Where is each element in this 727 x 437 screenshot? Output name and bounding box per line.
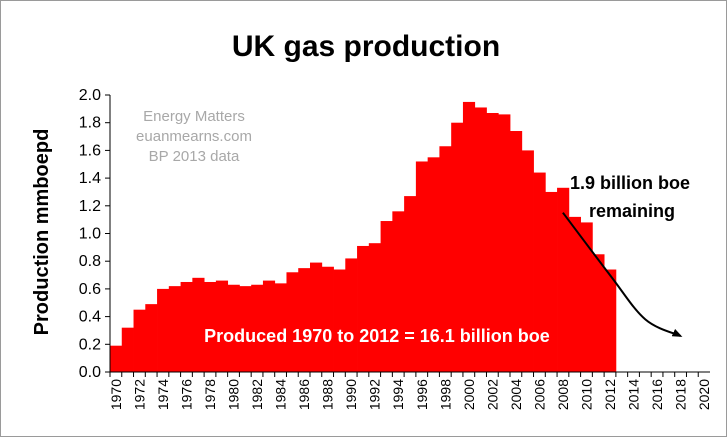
y-axis-label: Production mmboepd (31, 129, 53, 336)
decline-trend-arrow (562, 212, 683, 337)
x-tick-label: 1988 (320, 379, 336, 410)
bar-2010 (580, 222, 593, 372)
bar-1973 (145, 304, 158, 372)
x-tick-label: 1982 (249, 379, 265, 410)
x-tick-label: 2000 (461, 379, 477, 410)
bar-1985 (286, 272, 299, 372)
watermark: Energy Matters euanmearns.com BP 2013 da… (136, 108, 252, 165)
y-tick-label: 1.4 (79, 170, 101, 187)
axes (105, 94, 710, 377)
bar-2007 (545, 191, 558, 372)
y-tick-label: 1.6 (79, 142, 101, 159)
y-tick-label: 1.2 (79, 198, 101, 215)
x-tick-label: 1990 (343, 379, 359, 410)
bar-2000 (462, 101, 476, 373)
chart-title: UK gas production (232, 30, 500, 63)
bar-1971 (121, 327, 134, 372)
x-tick-label: 2016 (649, 379, 665, 410)
produced-annotation: Produced 1970 to 2012 = 16.1 billion boe (204, 326, 550, 346)
x-tick-label: 1994 (390, 379, 406, 410)
bar-1991 (357, 245, 370, 372)
x-tick-label: 1998 (437, 379, 453, 410)
remaining-annotation-line-2: remaining (589, 201, 675, 221)
y-tick-label: 1.0 (79, 226, 101, 243)
x-tick-label: 2010 (578, 379, 594, 410)
x-tick-label: 1986 (296, 379, 312, 410)
bar-1988 (321, 266, 334, 372)
watermark-line-2: euanmearns.com (136, 128, 252, 145)
x-tick-label: 1974 (155, 379, 171, 410)
bar-1990 (345, 258, 358, 372)
y-tick-label: 2.0 (79, 87, 101, 104)
bar-1997 (427, 157, 440, 372)
x-tick-labels: 1970 1972 1974 1976 1978 1980 1982 1984 1986 1988… (108, 379, 712, 410)
x-tick-label: 1992 (367, 379, 383, 410)
bar-1987 (310, 262, 323, 372)
y-tick-labels: 0.0 0.2 0.4 0.6 0.8 1.0 1.2 1.4 1.6 1.8 2.0 (79, 87, 101, 381)
bar-2003 (498, 114, 511, 372)
x-tick-label: 1980 (226, 379, 242, 410)
bar-2002 (486, 113, 499, 372)
bar-2005 (521, 150, 534, 372)
bar-1994 (392, 211, 405, 372)
watermark-line-1: Energy Matters (143, 108, 245, 125)
bar-1978 (204, 281, 217, 372)
bar-1980 (227, 284, 240, 372)
bars (110, 101, 617, 373)
x-tick-label: 1976 (178, 379, 194, 410)
x-tick-label: 2012 (602, 379, 618, 410)
x-tick-label: 2004 (508, 379, 524, 410)
y-tick-label: 0.0 (79, 364, 101, 381)
bar-1999 (451, 122, 464, 372)
bar-2001 (474, 107, 487, 372)
bar-1975 (168, 286, 181, 372)
remaining-annotation-line-1: 1.9 billion boe (570, 173, 690, 193)
bar-1972 (133, 309, 146, 372)
bar-1995 (404, 196, 417, 372)
y-tick-label: 0.2 (79, 336, 101, 353)
x-tick-label: 2018 (673, 379, 689, 410)
x-tick-label: 2006 (531, 379, 547, 410)
bar-1979 (215, 280, 229, 372)
bar-2004 (510, 131, 523, 372)
bar-1977 (192, 277, 205, 372)
bar-2008 (557, 187, 570, 372)
bar-1989 (333, 269, 346, 372)
bar-1981 (239, 286, 252, 372)
bar-1974 (157, 288, 170, 372)
bar-1970 (110, 345, 123, 372)
y-tick-label: 0.6 (79, 281, 101, 298)
x-tick-label: 2002 (484, 379, 500, 410)
bar-1984 (274, 283, 287, 372)
bar-2012 (604, 269, 617, 372)
y-tick-label: 0.4 (79, 309, 101, 326)
x-tick-label: 2020 (696, 379, 712, 410)
bar-1983 (262, 280, 276, 372)
x-tick-label: 2008 (555, 379, 571, 410)
x-tick-label: 1984 (273, 379, 289, 410)
bar-1998 (439, 146, 452, 372)
bar-1992 (368, 243, 381, 372)
bar-1996 (415, 161, 429, 372)
x-tick-label: 1996 (414, 379, 430, 410)
bar-1976 (180, 281, 193, 372)
x-tick-label: 2014 (626, 379, 642, 410)
bar-1986 (298, 268, 311, 373)
y-tick-label: 1.8 (79, 115, 101, 132)
x-tick-label: 1970 (108, 379, 124, 410)
bar-2006 (533, 172, 546, 372)
bar-1993 (380, 221, 393, 372)
x-tick-label: 1972 (131, 379, 147, 410)
watermark-line-3: BP 2013 data (149, 148, 240, 165)
x-tick-label: 1978 (202, 379, 218, 410)
bar-2011 (592, 254, 605, 372)
y-tick-label: 0.8 (79, 253, 101, 270)
bar-2009 (568, 216, 581, 372)
bar-1982 (251, 284, 264, 372)
